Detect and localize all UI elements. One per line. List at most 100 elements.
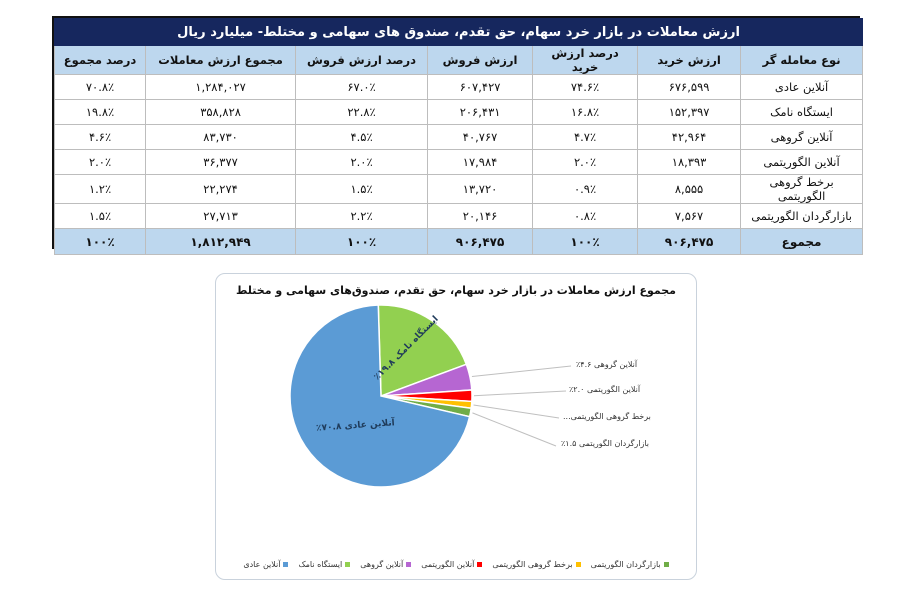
column-header: ارزش فروش bbox=[427, 45, 534, 75]
legend-item-market-maker-algo: بازارگردان الگوریتمی bbox=[591, 560, 669, 569]
table-cell: ۰.۸٪ bbox=[532, 203, 639, 229]
total-cell: ۹۰۶,۴۷۵ bbox=[637, 228, 742, 255]
legend-swatch-icon bbox=[406, 562, 412, 567]
table-cell: ۴۲,۹۶۴ bbox=[637, 124, 742, 150]
trader-type-cell: آنلاین عادی bbox=[740, 74, 864, 100]
total-cell: ۱,۸۱۲,۹۴۹ bbox=[145, 228, 297, 255]
table-cell: ۶۷۶,۵۹۹ bbox=[637, 74, 742, 100]
callout-leader-lines bbox=[471, 365, 572, 447]
table-cell: ۶۰۷,۴۲۷ bbox=[427, 74, 534, 100]
table-row: آنلاین الگوریتمی ۱۸,۳۹۳ ۲.۰٪ ۱۷,۹۸۴ ۲.۰٪… bbox=[53, 149, 864, 175]
trader-type-cell: برخط گروهی الگوریتمی bbox=[740, 174, 864, 204]
legend-label: آنلاین گروهی bbox=[360, 560, 404, 569]
callout-label-group-algo: برخط گروهی الگوریتمی... bbox=[563, 412, 651, 421]
column-header: درصد ارزش خرید bbox=[532, 45, 639, 75]
table-cell: ۸,۵۵۵ bbox=[637, 174, 742, 204]
table-row: برخط گروهی الگوریتمی ۸,۵۵۵ ۰.۹٪ ۱۳,۷۲۰ ۱… bbox=[53, 174, 864, 204]
table-cell: ۷۴.۶٪ bbox=[532, 74, 639, 100]
table-cell: ۶۷.۰٪ bbox=[295, 74, 429, 100]
trading-value-table: ارزش معاملات در بازار خرد سهام، حق تقدم،… bbox=[52, 16, 864, 255]
leader-line bbox=[471, 365, 572, 378]
pie-chart-frame: مجموع ارزش معاملات در بازار خرد سهام، حق… bbox=[215, 273, 697, 580]
chart-legend: بازارگردان الگوریتمی برخط گروهی الگوریتم… bbox=[216, 560, 696, 569]
callout-label-online-group: آنلاین گروهی ۴.۶٪ bbox=[576, 360, 638, 369]
table-total-row: مجموع ۹۰۶,۴۷۵ ۱۰۰٪ ۹۰۶,۴۷۵ ۱۰۰٪ ۱,۸۱۲,۹۴… bbox=[53, 228, 864, 255]
table-cell: ۰.۹٪ bbox=[532, 174, 639, 204]
legend-item-group-algo: برخط گروهی الگوریتمی bbox=[492, 560, 581, 569]
table-cell: ۱.۵٪ bbox=[53, 203, 147, 229]
leader-line bbox=[473, 404, 560, 419]
trader-type-cell: ایستگاه نامک bbox=[740, 99, 864, 125]
legend-item-online-regular: آنلاین عادی bbox=[243, 560, 289, 569]
table-row: آنلاین عادی ۶۷۶,۵۹۹ ۷۴.۶٪ ۶۰۷,۴۲۷ ۶۷.۰٪ … bbox=[53, 74, 864, 100]
column-header: درصد مجموع bbox=[53, 45, 147, 75]
total-cell: ۱۰۰٪ bbox=[532, 228, 639, 255]
table-row: آنلاین گروهی ۴۲,۹۶۴ ۴.۷٪ ۴۰,۷۶۷ ۴.۵٪ ۸۳,… bbox=[53, 124, 864, 150]
table-cell: ۲.۰٪ bbox=[295, 149, 429, 175]
legend-swatch-icon bbox=[283, 562, 289, 567]
table-cell: ۲.۰٪ bbox=[53, 149, 147, 175]
legend-swatch-icon bbox=[663, 562, 669, 567]
callout-label-market-maker: بازارگردان الگوریتمی ۱.۵٪ bbox=[561, 439, 650, 448]
table-cell: ۲۷,۷۱۳ bbox=[145, 203, 297, 229]
callout-label-online-algo: آنلاین الگوریتمی ۲.۰٪ bbox=[569, 385, 641, 394]
table-cell: ۴۰,۷۶۷ bbox=[427, 124, 534, 150]
table-cell: ۱,۲۸۴,۰۲۷ bbox=[145, 74, 297, 100]
column-header: ارزش خرید bbox=[637, 45, 742, 75]
legend-swatch-icon bbox=[345, 562, 351, 567]
table-cell: ۳۵۸,۸۲۸ bbox=[145, 99, 297, 125]
total-cell: ۹۰۶,۴۷۵ bbox=[427, 228, 534, 255]
trader-type-cell: آنلاین الگوریتمی bbox=[740, 149, 864, 175]
table-cell: ۱۹.۸٪ bbox=[53, 99, 147, 125]
table-cell: ۷,۵۶۷ bbox=[637, 203, 742, 229]
table-cell: ۷۰.۸٪ bbox=[53, 74, 147, 100]
pie-chart bbox=[289, 304, 572, 488]
trader-type-cell: بازارگردان الگوریتمی bbox=[740, 203, 864, 229]
chart-title: مجموع ارزش معاملات در بازار خرد سهام، حق… bbox=[236, 284, 676, 297]
column-header: درصد ارزش فروش bbox=[295, 45, 429, 75]
leader-line bbox=[473, 390, 567, 397]
table-header-row: نوع معامله گر ارزش خرید درصد ارزش خرید ا… bbox=[53, 45, 864, 75]
total-cell: ۱۰۰٪ bbox=[295, 228, 429, 255]
table-row: بازارگردان الگوریتمی ۷,۵۶۷ ۰.۸٪ ۲۰,۱۴۶ ۲… bbox=[53, 203, 864, 229]
table-title: ارزش معاملات در بازار خرد سهام، حق تقدم،… bbox=[53, 18, 864, 46]
data-table: ارزش معاملات در بازار خرد سهام، حق تقدم،… bbox=[53, 18, 864, 255]
table-cell: ۴.۵٪ bbox=[295, 124, 429, 150]
pie-slice bbox=[377, 304, 468, 398]
legend-label: برخط گروهی الگوریتمی bbox=[492, 560, 573, 569]
table-cell: ۱۵۲,۳۹۷ bbox=[637, 99, 742, 125]
table-cell: ۴.۷٪ bbox=[532, 124, 639, 150]
legend-label: آنلاین عادی bbox=[243, 560, 281, 569]
legend-label: آنلاین الگوریتمی bbox=[421, 560, 475, 569]
table-cell: ۱.۲٪ bbox=[53, 174, 147, 204]
table-cell: ۲.۰٪ bbox=[532, 149, 639, 175]
table-cell: ۲۰,۱۴۶ bbox=[427, 203, 534, 229]
pie-slices bbox=[289, 304, 473, 488]
table-cell: ۲۲,۲۷۴ bbox=[145, 174, 297, 204]
table-cell: ۳۶,۳۷۷ bbox=[145, 149, 297, 175]
table-cell: ۱۷,۹۸۴ bbox=[427, 149, 534, 175]
legend-label: ایستگاه نامک bbox=[298, 560, 343, 569]
table-cell: ۸۳,۷۳۰ bbox=[145, 124, 297, 150]
table-cell: ۱.۵٪ bbox=[295, 174, 429, 204]
table-cell: ۴.۶٪ bbox=[53, 124, 147, 150]
column-header: مجموع ارزش معاملات bbox=[145, 45, 297, 75]
total-label: مجموع bbox=[740, 228, 864, 255]
legend-item-online-algo: آنلاین الگوریتمی bbox=[421, 560, 483, 569]
table-cell: ۱۸,۳۹۳ bbox=[637, 149, 742, 175]
total-cell: ۱۰۰٪ bbox=[53, 228, 147, 255]
table-cell: ۱۳,۷۲۰ bbox=[427, 174, 534, 204]
legend-swatch-icon bbox=[477, 562, 483, 567]
table-cell: ۱۶.۸٪ bbox=[532, 99, 639, 125]
table-cell: ۲۲.۸٪ bbox=[295, 99, 429, 125]
legend-item-namak: ایستگاه نامک bbox=[298, 560, 351, 569]
table-row: ایستگاه نامک ۱۵۲,۳۹۷ ۱۶.۸٪ ۲۰۶,۴۳۱ ۲۲.۸٪… bbox=[53, 99, 864, 125]
table-cell: ۲۰۶,۴۳۱ bbox=[427, 99, 534, 125]
column-header: نوع معامله گر bbox=[740, 45, 864, 75]
legend-item-online-group: آنلاین گروهی bbox=[360, 560, 412, 569]
legend-label: بازارگردان الگوریتمی bbox=[590, 560, 661, 569]
table-cell: ۲.۲٪ bbox=[295, 203, 429, 229]
table-title-row: ارزش معاملات در بازار خرد سهام، حق تقدم،… bbox=[53, 18, 864, 46]
trader-type-cell: آنلاین گروهی bbox=[740, 124, 864, 150]
leader-line bbox=[472, 412, 557, 447]
